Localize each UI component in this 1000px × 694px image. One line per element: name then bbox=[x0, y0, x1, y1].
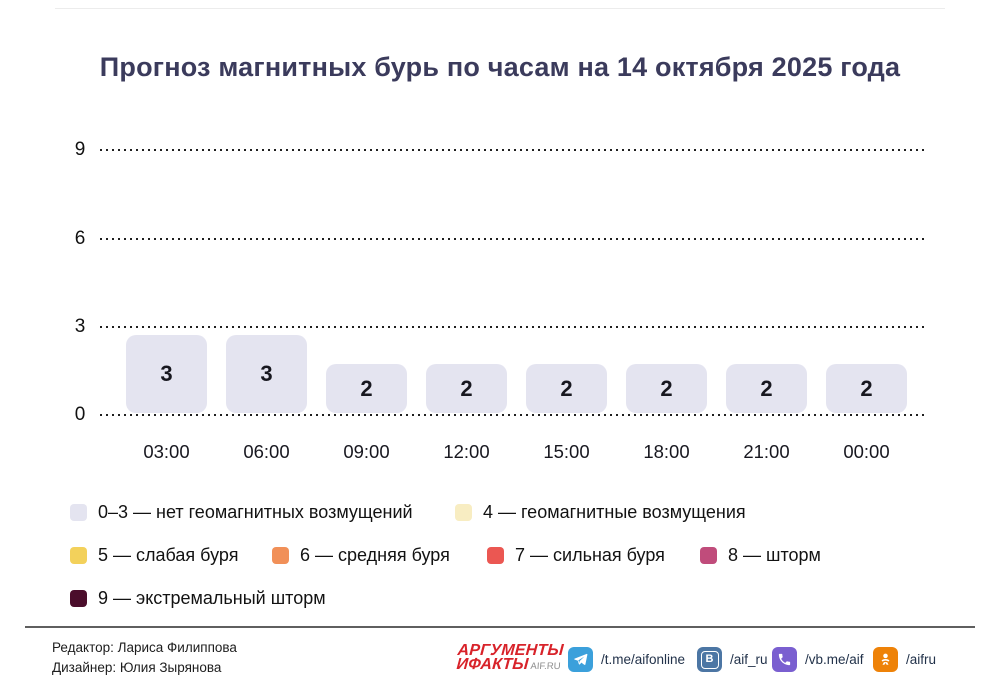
top-divider bbox=[55, 8, 945, 9]
chart-bar: 2 bbox=[826, 364, 907, 413]
legend-item-weak-storm: 5 — слабая буря bbox=[70, 545, 238, 565]
aif-logo-line2: ИФАКТЫAIF.RU bbox=[456, 656, 561, 673]
legend-label: 8 — шторм bbox=[728, 544, 821, 565]
chart-bar: 3 bbox=[226, 335, 307, 413]
legend-label: 5 — слабая буря bbox=[98, 544, 239, 565]
bar-value-label: 3 bbox=[260, 361, 273, 386]
legend-swatch bbox=[70, 503, 87, 521]
y-tick-label: 0 bbox=[74, 404, 86, 425]
legend-swatch bbox=[455, 503, 472, 521]
x-tick-label: 00:00 bbox=[843, 441, 890, 462]
legend-label: 9 — экстремальный шторм bbox=[98, 587, 326, 608]
aif-domain: AIF.RU bbox=[530, 661, 561, 672]
vk-icon[interactable]: В bbox=[697, 647, 722, 672]
chart-bar: 2 bbox=[326, 364, 407, 413]
legend-item-calm: 0–3 — нет геомагнитных возмущений bbox=[70, 502, 413, 522]
x-tick-label: 09:00 bbox=[343, 441, 390, 462]
legend-swatch bbox=[70, 589, 87, 607]
bar-value-label: 2 bbox=[760, 375, 773, 401]
x-tick-label: 18:00 bbox=[643, 441, 690, 462]
bar-value-label: 2 bbox=[660, 375, 673, 401]
footer-divider bbox=[25, 626, 975, 628]
plot-area: 3 3 2 2 2 2 2 2 bbox=[126, 335, 907, 413]
legend-label: 0–3 — нет геомагнитных возмущений bbox=[98, 501, 413, 522]
chart-bar: 3 bbox=[126, 335, 207, 413]
legend-swatch bbox=[700, 546, 717, 564]
vk-letter-icon: В bbox=[700, 650, 719, 669]
legend-item-disturbance: 4 — геомагнитные возмущения bbox=[455, 502, 746, 522]
aif-logo: АРГУМЕНТЫ ИФАКТЫAIF.RU bbox=[456, 642, 564, 674]
x-tick-label: 12:00 bbox=[443, 441, 490, 462]
gridline-3 bbox=[100, 326, 928, 328]
designer-credit: Дизайнер: Юлия Зырянова bbox=[52, 660, 222, 675]
ok-person-icon bbox=[881, 653, 890, 665]
bar-value-label: 3 bbox=[160, 361, 173, 386]
chart-bar: 2 bbox=[626, 364, 707, 413]
legend-swatch bbox=[487, 546, 504, 564]
legend-item-storm: 8 — шторм bbox=[700, 545, 821, 565]
bar-value-label: 2 bbox=[560, 375, 573, 401]
legend-label: 6 — средняя буря bbox=[300, 544, 450, 565]
gridline-9 bbox=[100, 149, 928, 151]
chart-bar: 2 bbox=[426, 364, 507, 413]
bar-value-label: 2 bbox=[460, 375, 473, 401]
telegram-plane-icon bbox=[574, 653, 588, 665]
gridline-6 bbox=[100, 238, 928, 240]
legend-item-medium-storm: 6 — средняя буря bbox=[272, 545, 450, 565]
chart-title: Прогноз магнитных бурь по часам на 14 ок… bbox=[99, 52, 901, 82]
y-tick-label: 6 bbox=[74, 228, 86, 249]
ok-icon[interactable] bbox=[873, 647, 898, 672]
legend-item-extreme-storm: 9 — экстремальный шторм bbox=[70, 588, 326, 608]
x-tick-label: 15:00 bbox=[543, 441, 590, 462]
editor-credit: Редактор: Лариса Филиппова bbox=[52, 640, 237, 655]
x-tick-label: 06:00 bbox=[243, 441, 290, 462]
viber-icon[interactable] bbox=[772, 647, 797, 672]
x-tick-label: 21:00 bbox=[743, 441, 790, 462]
y-tick-label: 3 bbox=[74, 316, 86, 337]
bar-value-label: 2 bbox=[360, 375, 373, 401]
ok-handle[interactable]: /aifru bbox=[906, 652, 937, 667]
chart-bar: 2 bbox=[526, 364, 607, 413]
legend-swatch bbox=[70, 546, 87, 564]
gridline-0 bbox=[100, 414, 928, 416]
vk-handle[interactable]: /aif_ru bbox=[730, 652, 768, 667]
y-tick-label: 9 bbox=[74, 139, 86, 160]
legend-label: 7 — сильная буря bbox=[515, 544, 665, 565]
chart-bar: 2 bbox=[726, 364, 807, 413]
viber-handle[interactable]: /vb.me/aif bbox=[805, 652, 864, 667]
phone-icon bbox=[778, 653, 791, 666]
x-tick-label: 03:00 bbox=[143, 441, 190, 462]
telegram-handle[interactable]: /t.me/aifonline bbox=[601, 652, 686, 667]
telegram-icon[interactable] bbox=[568, 647, 593, 672]
legend-label: 4 — геомагнитные возмущения bbox=[483, 501, 746, 522]
legend-swatch bbox=[272, 546, 289, 564]
bar-value-label: 2 bbox=[860, 375, 873, 401]
legend-item-strong-storm: 7 — сильная буря bbox=[487, 545, 665, 565]
